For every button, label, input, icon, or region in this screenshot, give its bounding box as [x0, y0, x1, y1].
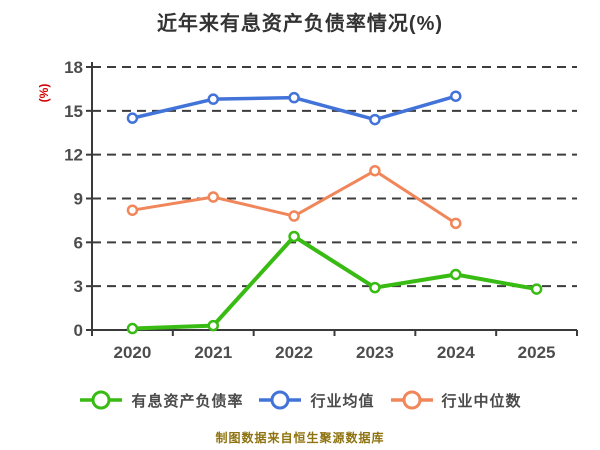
svg-text:2020: 2020	[114, 343, 152, 362]
svg-text:0: 0	[74, 321, 83, 340]
svg-text:18: 18	[64, 58, 83, 77]
svg-text:15: 15	[64, 102, 83, 121]
svg-text:2022: 2022	[275, 343, 313, 362]
legend-label: 行业中位数	[441, 392, 522, 410]
svg-text:2021: 2021	[194, 343, 232, 362]
plot-area: 0 3 6 9 12 15 18 2020 2021 2022 2023 2024 2025	[64, 58, 578, 362]
line-marker-icon	[259, 390, 302, 410]
svg-text:2023: 2023	[356, 343, 394, 362]
legend: 有息资产负债率 行业均值 行业中位数	[0, 386, 600, 414]
line-marker-icon	[80, 390, 123, 410]
line-marker-icon	[390, 390, 433, 410]
svg-text:2025: 2025	[518, 343, 556, 362]
svg-text:3: 3	[74, 277, 83, 296]
data-source-note: 制图数据来自恒生聚源数据库	[215, 431, 385, 445]
legend-item-interest-bearing-ratio[interactable]: 有息资产负债率	[78, 389, 243, 411]
svg-text:2024: 2024	[437, 343, 475, 362]
svg-text:9: 9	[74, 190, 83, 209]
legend-label: 有息资产负债率	[131, 392, 244, 410]
chart-title: 近年来有息资产负债率情况(%)	[156, 13, 444, 35]
svg-text:12: 12	[64, 146, 83, 165]
svg-text:6: 6	[74, 233, 83, 252]
legend-item-industry-median[interactable]: 行业中位数	[389, 389, 522, 411]
legend-item-industry-mean[interactable]: 行业均值	[257, 389, 374, 411]
legend-label: 行业均值	[310, 392, 375, 410]
